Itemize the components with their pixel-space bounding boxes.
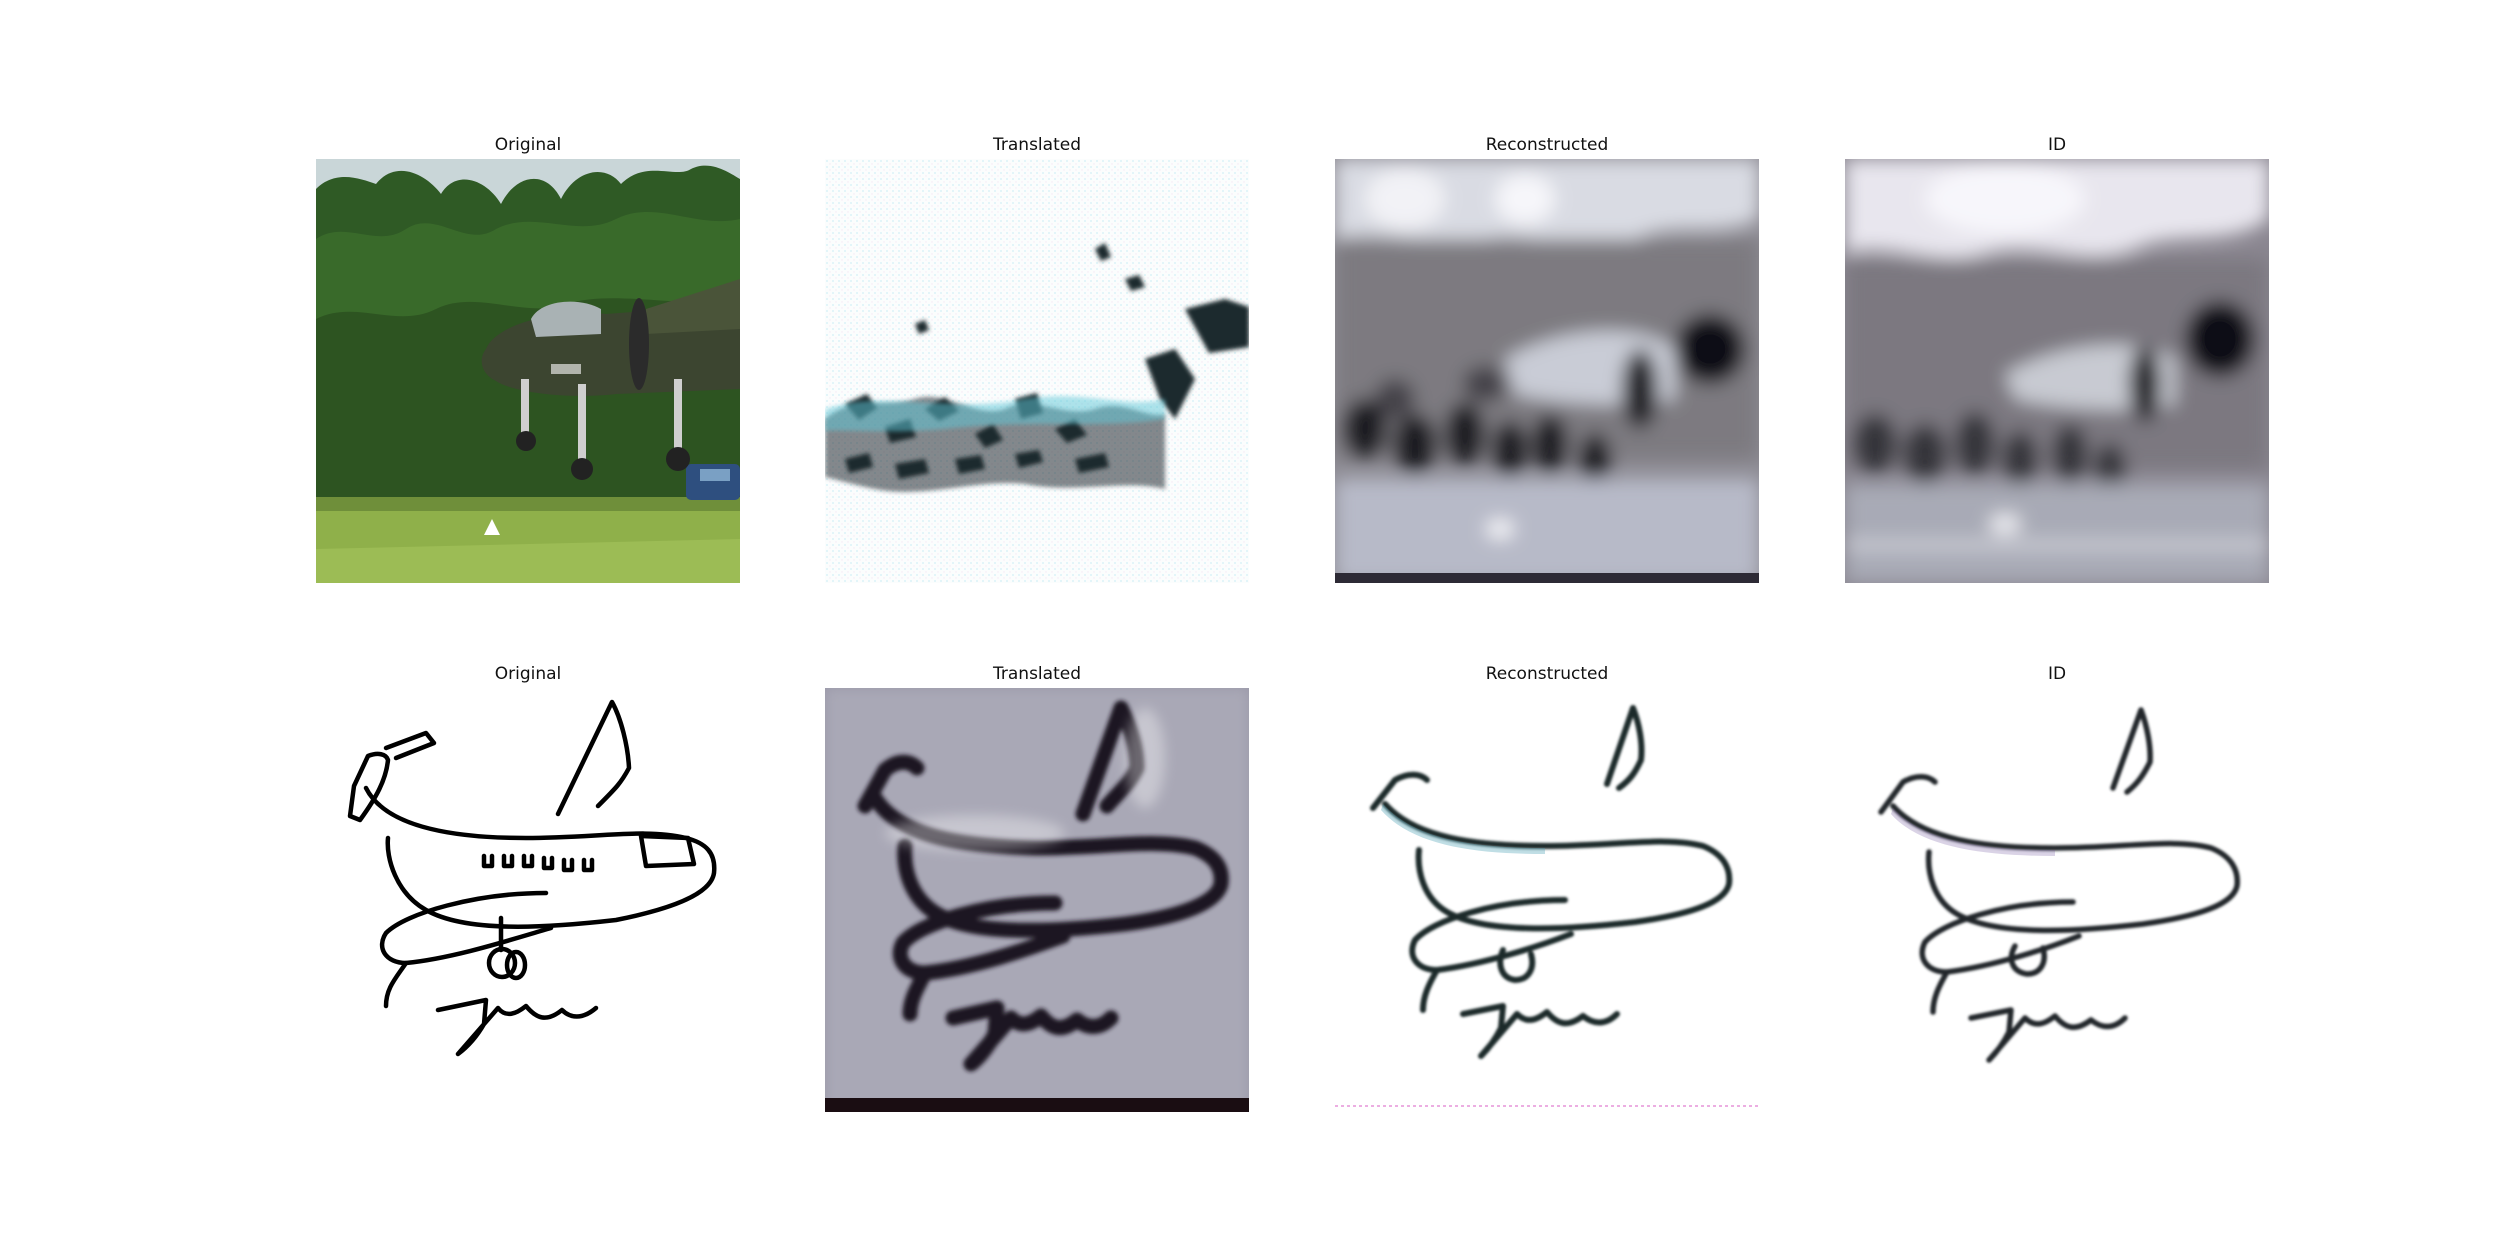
panel-title: Reconstructed [1485, 135, 1609, 155]
airplane-sketch [316, 688, 740, 1112]
panel-title: Original [494, 664, 562, 684]
translated-photo-image [825, 688, 1249, 1112]
panel-title: Reconstructed [1485, 664, 1609, 684]
panel-title: Translated [993, 135, 1081, 155]
reconstructed-photo-image [1335, 159, 1759, 583]
translated-sketch-image [825, 159, 1249, 583]
reconstructed-sketch-image [1335, 688, 1759, 1112]
identity-sketch-image [1845, 688, 2269, 1112]
panel-title: Original [494, 135, 562, 155]
airplane-photo [316, 159, 740, 583]
identity-photo-image [1845, 159, 2269, 583]
panel-title: ID [2047, 135, 2067, 155]
panel-title: ID [2047, 664, 2067, 684]
panel-title: Translated [993, 664, 1081, 684]
